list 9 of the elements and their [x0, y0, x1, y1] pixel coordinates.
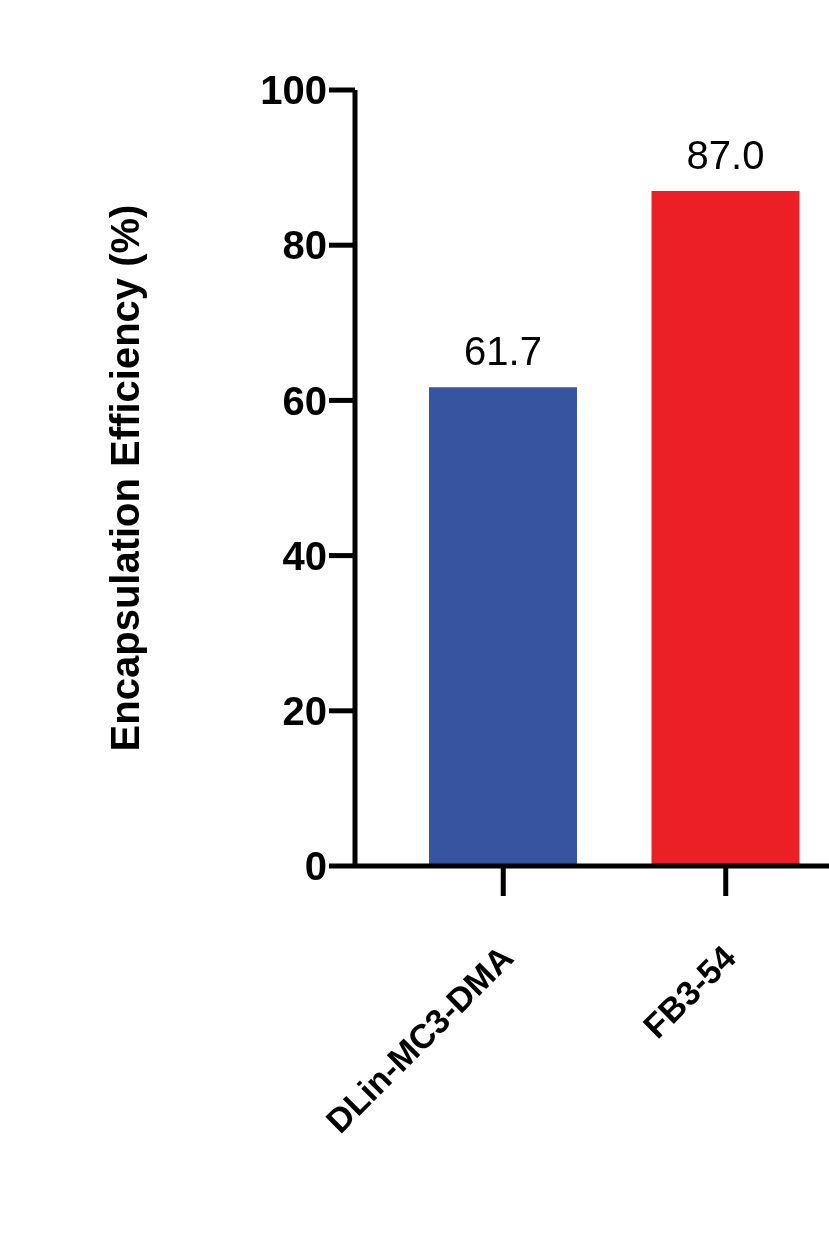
y-tick-label: 100	[260, 68, 327, 113]
y-tick-label: 80	[282, 223, 327, 268]
data-label: 87.0	[686, 132, 765, 177]
y-axis-title: Encapsulation Efficiency (%)	[103, 204, 148, 752]
y-tick-label: 60	[282, 378, 327, 423]
y-tick-label: 40	[282, 533, 327, 578]
data-label: 61.7	[464, 329, 542, 374]
y-tick-label: 20	[282, 689, 327, 733]
y-tick-label: 0	[304, 844, 327, 889]
